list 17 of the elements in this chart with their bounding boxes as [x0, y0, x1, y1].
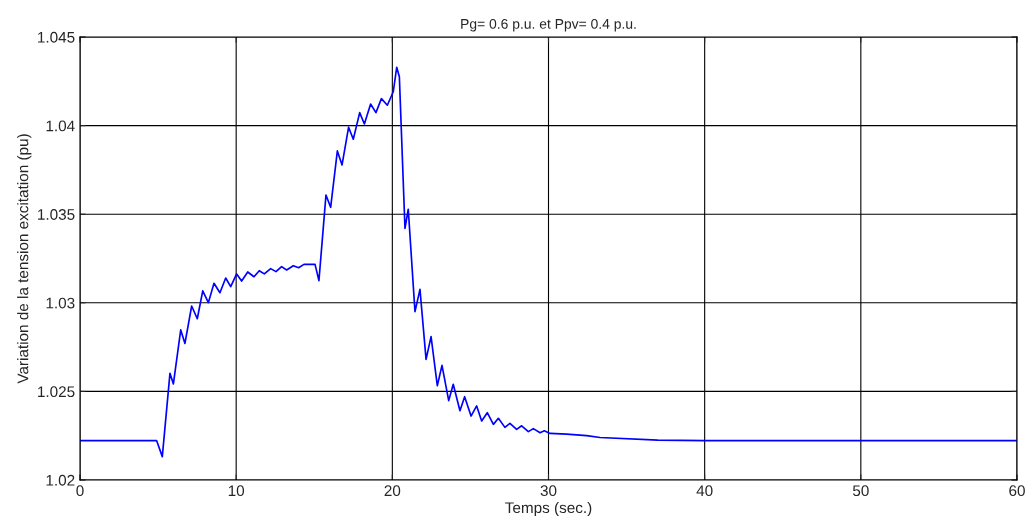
x-tick-label: 30 — [540, 485, 557, 497]
x-tick-label: 10 — [228, 485, 245, 497]
line-series — [80, 66, 1017, 458]
chart-title: Pg= 0.6 p.u. et Ppv= 0.4 p.u. — [461, 18, 636, 32]
y-tick-label: 1.03 — [46, 297, 75, 309]
x-tick-label: 50 — [852, 485, 869, 497]
x-tick-label: 20 — [384, 485, 401, 497]
y-tick-label: 1.02 — [46, 474, 75, 486]
x-tick-label: 0 — [76, 485, 84, 497]
y-tick-label: 1.035 — [38, 209, 75, 220]
y-tick-label: 1.04 — [46, 120, 75, 132]
x-tick-label: 40 — [696, 485, 713, 497]
x-tick-label: 60 — [1009, 485, 1025, 497]
x-axis-title: Temps (sec.) — [505, 501, 592, 517]
y-tick-label: 1.025 — [38, 386, 75, 398]
y-axis-title: Variation de la tension excitation (pu) — [17, 134, 32, 384]
y-tick-label: 1.045 — [38, 31, 75, 43]
